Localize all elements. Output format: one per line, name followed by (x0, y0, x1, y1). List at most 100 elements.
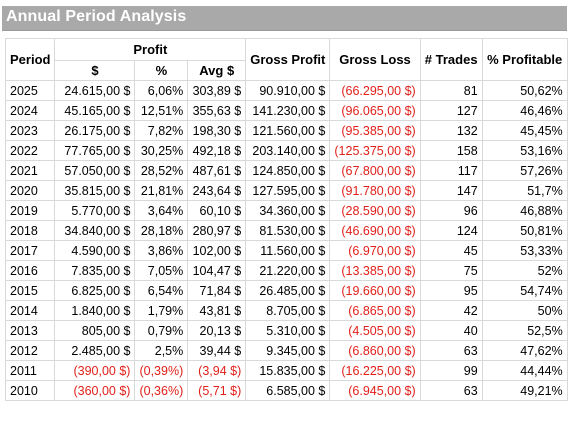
cell-trades: 132 (419, 120, 483, 141)
cell-profitable: 53,33% (481, 240, 568, 261)
cell-profitable: 47,62% (481, 340, 568, 361)
header-profit-avg[interactable]: Avg $ (187, 60, 247, 81)
cell-period: 2017 (4, 240, 56, 261)
table-row[interactable]: 2018 34.840,00 $28,18% 280,97 $81.530,00 $… (4, 220, 568, 241)
header-period[interactable]: Period (4, 38, 56, 81)
table-row[interactable]: 2019 5.770,00 $3,64% 60,10 $34.360,00 $ (28… (4, 200, 568, 221)
cell-profit-avg: 20,13 $ (187, 320, 247, 341)
cell-profitable: 50,62% (481, 80, 568, 101)
table-row[interactable]: 2010 (360,00 $) (0,36%) (5,71 $) 6.585,00 $(… (4, 380, 568, 401)
cell-gross-profit: 11.560,00 $ (245, 240, 331, 261)
cell-gross-loss: (19.660,00 $) (329, 280, 421, 301)
cell-profitable: 54,74% (481, 280, 568, 301)
cell-gross-loss: (95.385,00 $) (329, 120, 421, 141)
table-row[interactable]: 2023 26.175,00 $7,82% 198,30 $121.560,00 $… (4, 120, 568, 141)
cell-profit: 7.835,00 $ (54, 260, 136, 281)
cell-profit: 4.590,00 $ (54, 240, 136, 261)
cell-profitable: 57,26% (481, 160, 568, 181)
header-profit-usd[interactable]: $ (54, 60, 136, 81)
cell-gross-profit: 90.910,00 $ (245, 80, 331, 101)
cell-gross-loss: (96.065,00 $) (329, 100, 421, 121)
cell-gross-profit: 6.585,00 $ (245, 380, 331, 401)
annual-analysis-table: Period Profit Gross Profit Gross Loss # … (4, 38, 568, 401)
header-profitable[interactable]: % Profitable (481, 38, 568, 81)
header-trades[interactable]: # Trades (419, 38, 483, 81)
cell-trades: 63 (419, 380, 483, 401)
cell-profit-pct: 12,51% (134, 100, 189, 121)
header-gross-profit[interactable]: Gross Profit (245, 38, 331, 81)
table-row[interactable]: 2021 57.050,00 $28,52% 487,61 $124.850,00 … (4, 160, 568, 181)
cell-period: 2018 (4, 220, 56, 241)
cell-gross-profit: 127.595,00 $ (245, 180, 331, 201)
cell-profit-avg: 243,64 $ (187, 180, 247, 201)
cell-period: 2015 (4, 280, 56, 301)
cell-profit: 57.050,00 $ (54, 160, 136, 181)
cell-profit-avg: 487,61 $ (187, 160, 247, 181)
table-row[interactable]: 2016 7.835,00 $7,05% 104,47 $21.220,00 $ (1… (4, 260, 568, 281)
cell-trades: 95 (419, 280, 483, 301)
header-profit-pct[interactable]: % (134, 60, 189, 81)
table-row[interactable]: 2012 2.485,00 $2,5% 39,44 $9.345,00 $ (6.86… (4, 340, 568, 361)
cell-profit: 6.825,00 $ (54, 280, 136, 301)
header-profit-group: Profit (54, 38, 247, 61)
cell-profit-avg: 303,89 $ (187, 80, 247, 101)
cell-trades: 96 (419, 200, 483, 221)
cell-gross-loss: (6.865,00 $) (329, 300, 421, 321)
table-row[interactable]: 2014 1.840,00 $1,79% 43,81 $8.705,00 $ (6.8… (4, 300, 568, 321)
cell-profit: 5.770,00 $ (54, 200, 136, 221)
cell-gross-loss: (6.945,00 $) (329, 380, 421, 401)
cell-period: 2014 (4, 300, 56, 321)
cell-profit-pct: 28,52% (134, 160, 189, 181)
cell-profit-avg: 102,00 $ (187, 240, 247, 261)
cell-gross-loss: (66.295,00 $) (329, 80, 421, 101)
cell-profit-pct: 1,79% (134, 300, 189, 321)
cell-trades: 124 (419, 220, 483, 241)
cell-gross-profit: 81.530,00 $ (245, 220, 331, 241)
cell-profitable: 50% (481, 300, 568, 321)
cell-profit: 34.840,00 $ (54, 220, 136, 241)
cell-gross-profit: 34.360,00 $ (245, 200, 331, 221)
cell-gross-profit: 5.310,00 $ (245, 320, 331, 341)
cell-profit-avg: 39,44 $ (187, 340, 247, 361)
cell-gross-loss: (6.970,00 $) (329, 240, 421, 261)
table-row[interactable]: 2013 805,00 $0,79% 20,13 $5.310,00 $ (4.505… (4, 320, 568, 341)
cell-profit-pct: 7,05% (134, 260, 189, 281)
table-row[interactable]: 2017 4.590,00 $3,86% 102,00 $11.560,00 $ (6… (4, 240, 568, 261)
cell-gross-profit: 21.220,00 $ (245, 260, 331, 281)
cell-period: 2022 (4, 140, 56, 161)
cell-period: 2023 (4, 120, 56, 141)
table-row[interactable]: 2022 77.765,00 $30,25% 492,18 $203.140,00 … (4, 140, 568, 161)
cell-profitable: 46,88% (481, 200, 568, 221)
cell-profit: (390,00 $) (54, 360, 136, 381)
cell-profitable: 46,46% (481, 100, 568, 121)
cell-period: 2025 (4, 80, 56, 101)
cell-period: 2019 (4, 200, 56, 221)
title-bar: Annual Period Analysis (2, 6, 567, 31)
table-row[interactable]: 2024 45.165,00 $12,51% 355,63 $141.230,00 … (4, 100, 568, 121)
cell-gross-loss: (28.590,00 $) (329, 200, 421, 221)
cell-profit-pct: 2,5% (134, 340, 189, 361)
table-row[interactable]: 2025 24.615,00 $6,06% 303,89 $90.910,00 $(… (4, 80, 568, 101)
cell-profitable: 52,5% (481, 320, 568, 341)
cell-profit-pct: (0,36%) (134, 380, 189, 401)
cell-profit: 2.485,00 $ (54, 340, 136, 361)
cell-trades: 158 (419, 140, 483, 161)
table-row[interactable]: 2015 6.825,00 $6,54% 71,84 $26.485,00 $ (19… (4, 280, 568, 301)
cell-profit-pct: 7,82% (134, 120, 189, 141)
cell-trades: 127 (419, 100, 483, 121)
cell-profitable: 52% (481, 260, 568, 281)
cell-gross-profit: 124.850,00 $ (245, 160, 331, 181)
cell-trades: 117 (419, 160, 483, 181)
cell-profit-pct: 3,64% (134, 200, 189, 221)
cell-profit: 26.175,00 $ (54, 120, 136, 141)
cell-profit-avg: 104,47 $ (187, 260, 247, 281)
page-title: Annual Period Analysis (6, 8, 187, 25)
header-gross-loss[interactable]: Gross Loss (329, 38, 421, 81)
table-row[interactable]: 2020 35.815,00 $21,81% 243,64 $127.595,00 … (4, 180, 568, 201)
cell-gross-loss: (16.225,00 $) (329, 360, 421, 381)
cell-trades: 63 (419, 340, 483, 361)
cell-profitable: 50,81% (481, 220, 568, 241)
cell-profit: 24.615,00 $ (54, 80, 136, 101)
table-row[interactable]: 2011 (390,00 $) (0,39%) (3,94 $) 15.835,00 $… (4, 360, 568, 381)
cell-gross-profit: 203.140,00 $ (245, 140, 331, 161)
